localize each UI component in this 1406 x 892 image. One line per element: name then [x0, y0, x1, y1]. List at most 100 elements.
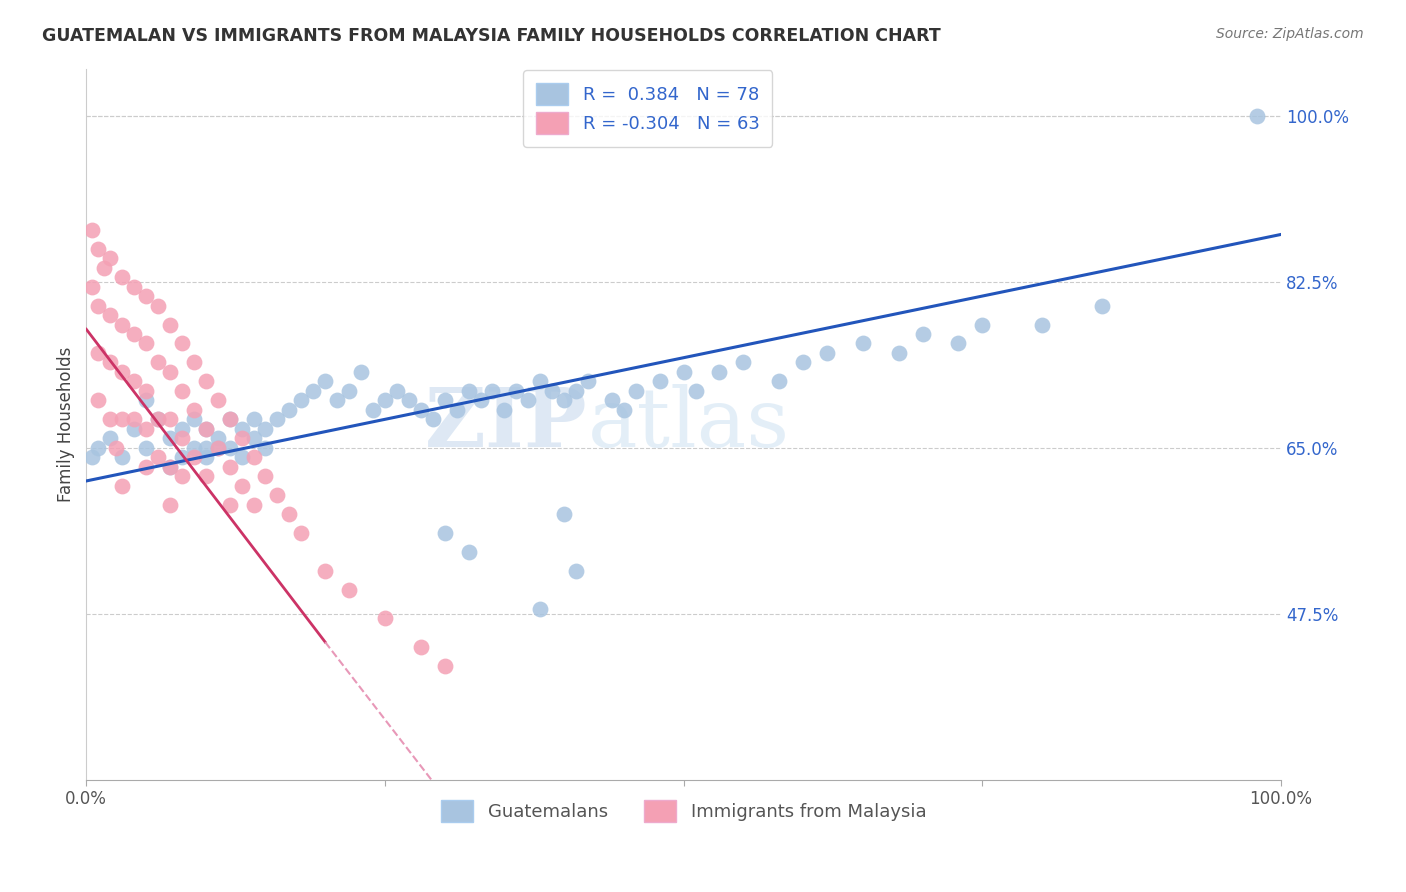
Point: [398, 393, 420, 408]
Point: [433, 393, 456, 408]
Point: [685, 384, 707, 398]
Point: [98, 355, 121, 369]
Point: [146, 412, 169, 426]
Point: [852, 336, 875, 351]
Point: [768, 375, 790, 389]
Point: [87, 441, 110, 455]
Point: [207, 441, 229, 455]
Text: atlas: atlas: [588, 384, 790, 464]
Point: [122, 375, 145, 389]
Point: [82, 223, 104, 237]
Point: [218, 412, 240, 426]
Point: [242, 450, 264, 465]
Point: [529, 602, 551, 616]
Point: [553, 507, 575, 521]
Point: [887, 346, 910, 360]
Point: [159, 412, 181, 426]
Point: [194, 441, 217, 455]
Point: [218, 412, 240, 426]
Point: [529, 375, 551, 389]
Point: [409, 640, 432, 654]
Point: [159, 459, 181, 474]
Point: [948, 336, 970, 351]
Point: [457, 384, 479, 398]
Point: [541, 384, 564, 398]
Point: [624, 384, 647, 398]
Point: [146, 450, 169, 465]
Text: Source: ZipAtlas.com: Source: ZipAtlas.com: [1216, 27, 1364, 41]
Point: [194, 469, 217, 483]
Point: [122, 279, 145, 293]
Point: [553, 393, 575, 408]
Point: [183, 450, 205, 465]
Point: [218, 441, 240, 455]
Point: [613, 402, 636, 417]
Point: [170, 450, 193, 465]
Point: [98, 308, 121, 322]
Point: [87, 242, 110, 256]
Point: [709, 365, 731, 379]
Point: [111, 412, 134, 426]
Point: [672, 365, 695, 379]
Point: [122, 412, 145, 426]
Point: [314, 564, 336, 578]
Point: [82, 450, 104, 465]
Point: [207, 431, 229, 445]
Point: [218, 459, 240, 474]
Point: [565, 384, 588, 398]
Point: [111, 318, 134, 332]
Point: [111, 479, 134, 493]
Point: [600, 393, 623, 408]
Point: [82, 279, 104, 293]
Point: [648, 375, 671, 389]
Point: [135, 289, 157, 303]
Point: [278, 507, 301, 521]
Point: [565, 564, 588, 578]
Point: [231, 422, 253, 436]
Text: ZIP: ZIP: [426, 384, 588, 464]
Point: [98, 431, 121, 445]
Point: [433, 658, 456, 673]
Point: [135, 336, 157, 351]
Point: [231, 479, 253, 493]
Point: [409, 402, 432, 417]
Point: [290, 393, 312, 408]
Point: [733, 355, 755, 369]
Legend: Guatemalans, Immigrants from Malaysia: Guatemalans, Immigrants from Malaysia: [427, 788, 939, 835]
Point: [135, 422, 157, 436]
Point: [576, 375, 599, 389]
Point: [183, 355, 205, 369]
Point: [290, 526, 312, 541]
Point: [207, 441, 229, 455]
Point: [792, 355, 814, 369]
Point: [302, 384, 325, 398]
Point: [87, 299, 110, 313]
Point: [146, 355, 169, 369]
Point: [218, 498, 240, 512]
Point: [505, 384, 527, 398]
Point: [1246, 109, 1268, 123]
Point: [87, 393, 110, 408]
Point: [159, 365, 181, 379]
Point: [254, 422, 277, 436]
Point: [159, 431, 181, 445]
Point: [135, 459, 157, 474]
Point: [815, 346, 838, 360]
Point: [326, 393, 349, 408]
Point: [254, 441, 277, 455]
Point: [278, 402, 301, 417]
Point: [98, 251, 121, 265]
Point: [433, 526, 456, 541]
Point: [314, 375, 336, 389]
Y-axis label: Family Households: Family Households: [58, 346, 75, 502]
Point: [446, 402, 468, 417]
Point: [183, 402, 205, 417]
Point: [183, 412, 205, 426]
Point: [183, 441, 205, 455]
Point: [254, 469, 277, 483]
Point: [481, 384, 503, 398]
Point: [170, 384, 193, 398]
Point: [494, 402, 516, 417]
Point: [146, 412, 169, 426]
Point: [170, 469, 193, 483]
